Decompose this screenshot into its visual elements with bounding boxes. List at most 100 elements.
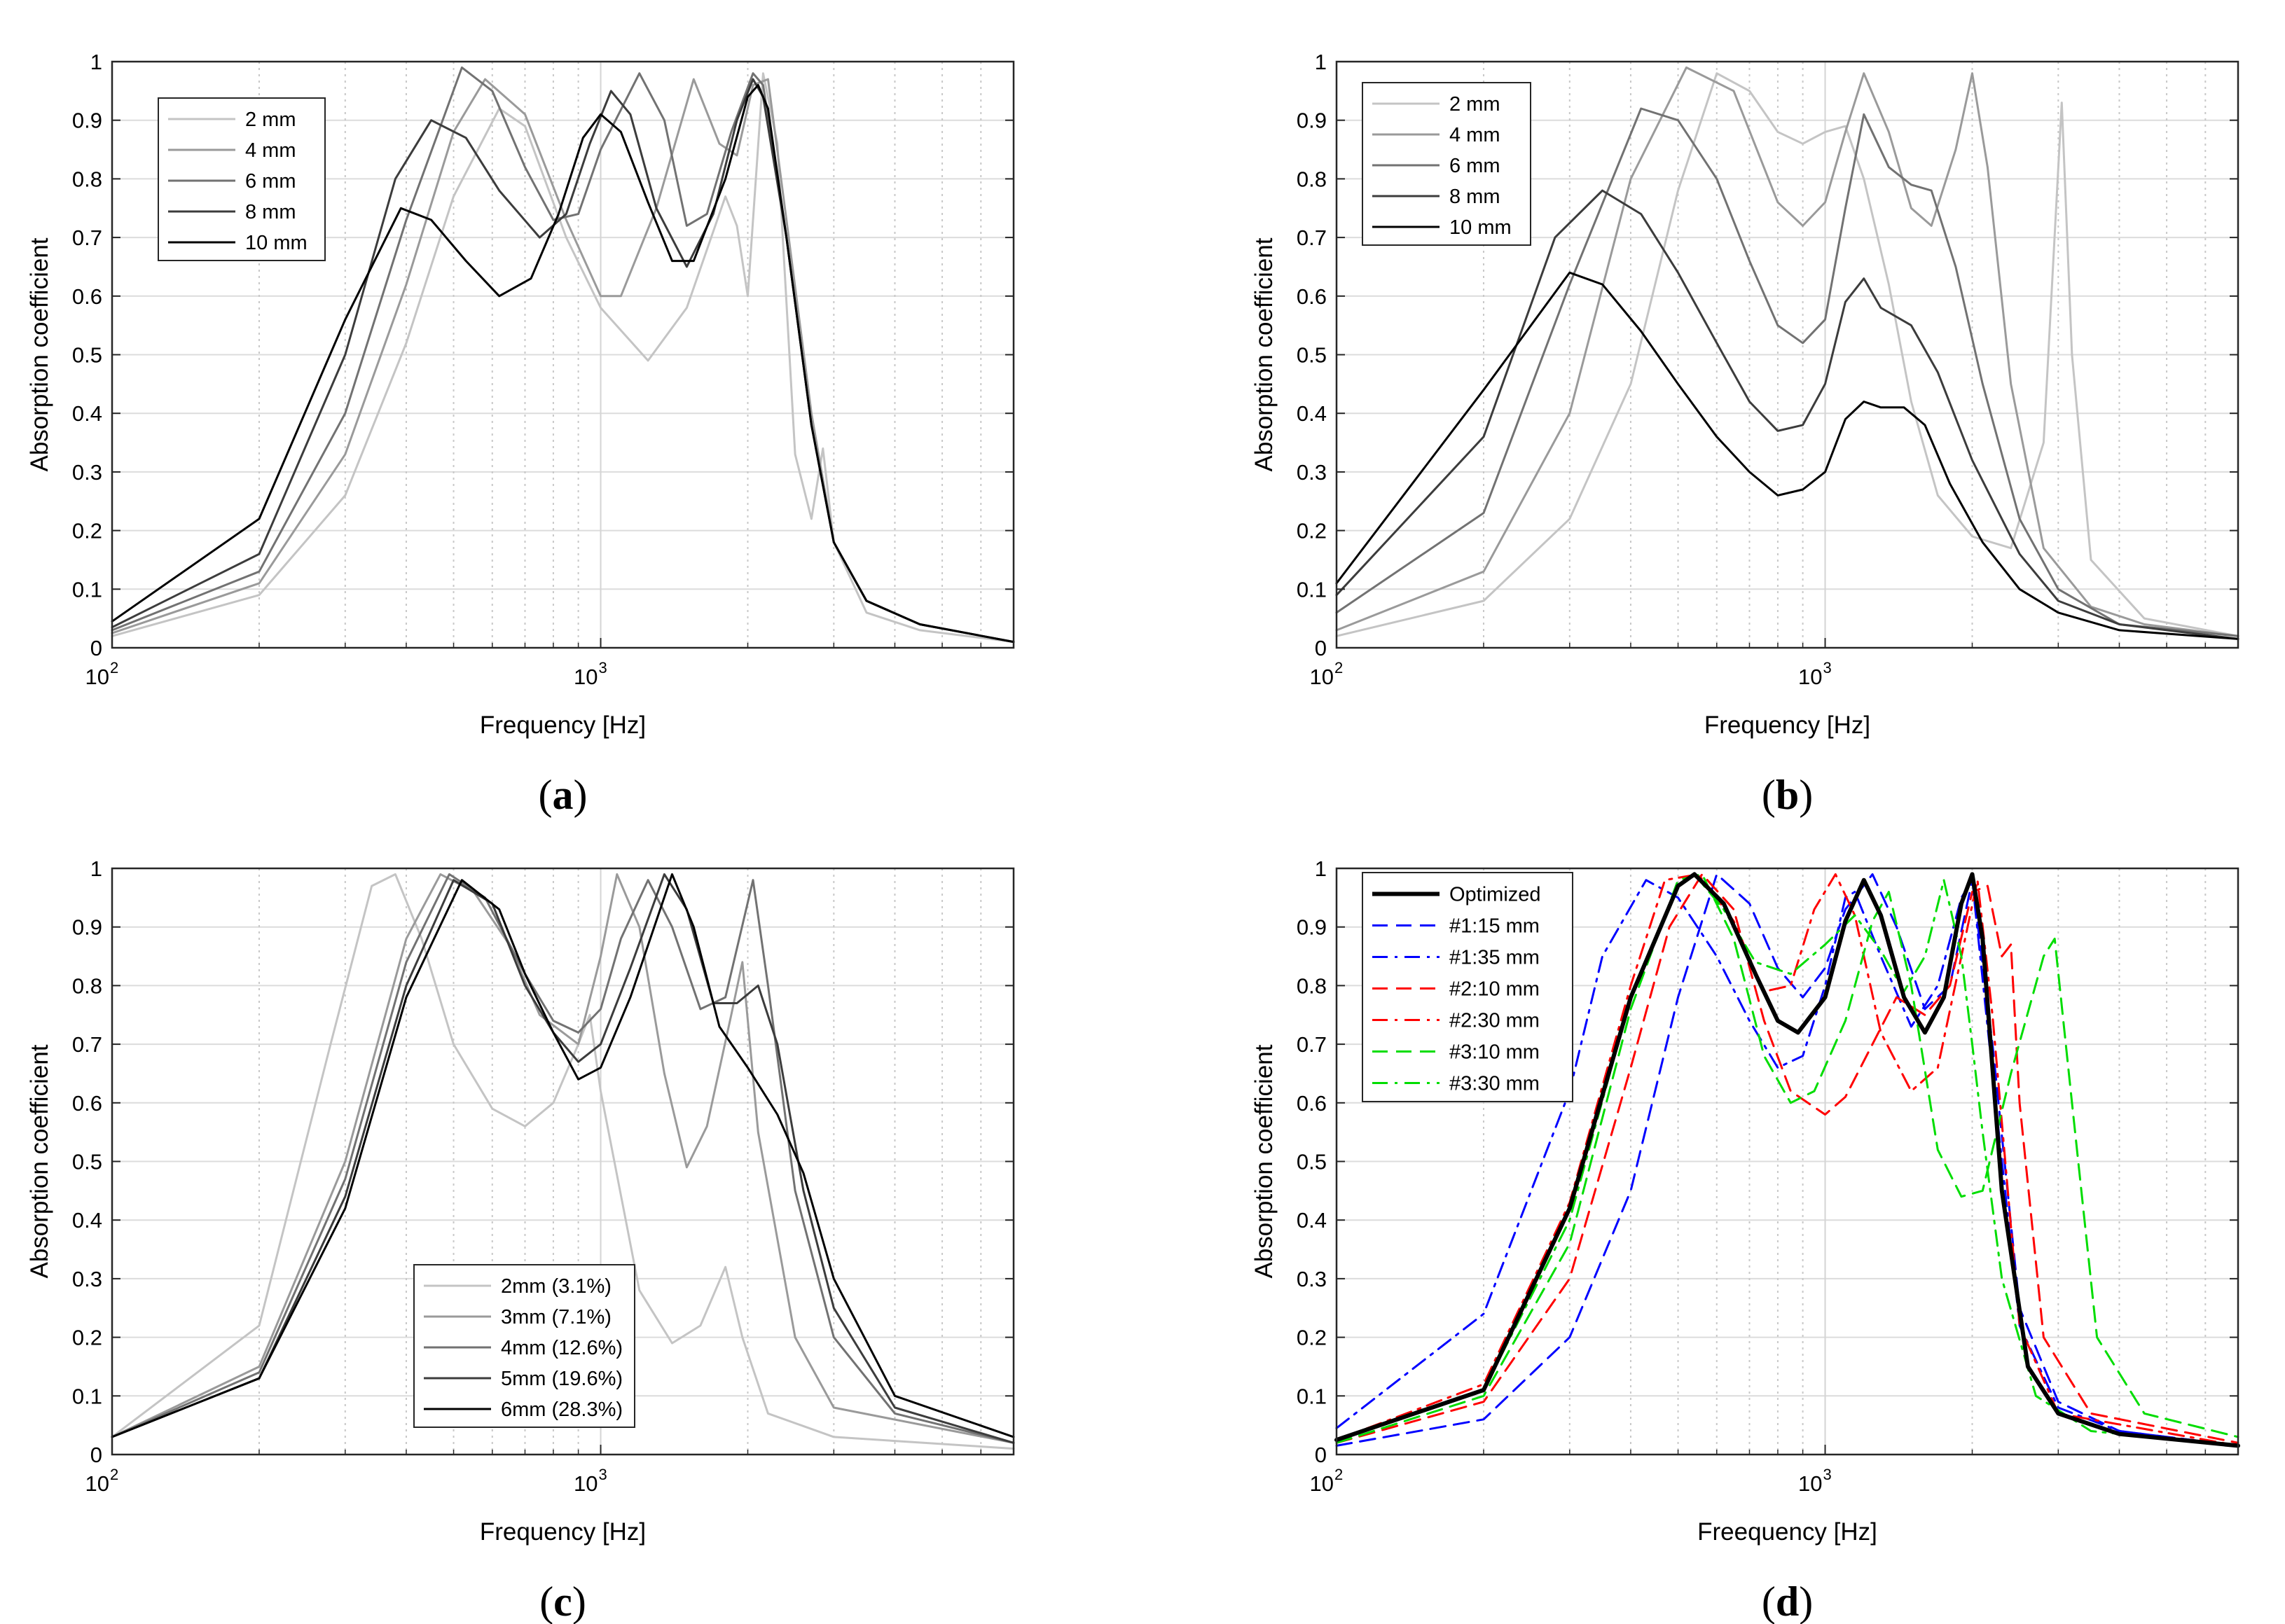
series-group bbox=[111, 873, 1015, 1450]
y-tick-label: 0.8 bbox=[72, 167, 102, 191]
x-tick-exponent: 2 bbox=[110, 1466, 118, 1483]
y-tick-label: 0.7 bbox=[1297, 1032, 1327, 1057]
legend-label: 5mm (19.6%) bbox=[501, 1368, 623, 1390]
legend-label: 10 mm bbox=[245, 232, 308, 254]
legend-label: 2mm (3.1%) bbox=[501, 1275, 612, 1298]
legend-label: 4mm (12.6%) bbox=[501, 1337, 623, 1359]
legend-label: 6 mm bbox=[245, 170, 296, 193]
y-tick-label: 0.5 bbox=[72, 343, 102, 368]
x-axis-label: Frequency [Hz] bbox=[480, 712, 646, 739]
x-axis-label: Frequency [Hz] bbox=[480, 1518, 646, 1546]
legend-label: #2:30 mm bbox=[1449, 1010, 1540, 1032]
x-tick-exponent: 2 bbox=[1334, 1466, 1343, 1483]
legend: 2 mm 4 mm 6 mm 8 mm 10 mm bbox=[158, 97, 326, 261]
x-tick-label: 10 bbox=[1310, 1471, 1334, 1496]
y-tick-label: 0.7 bbox=[72, 225, 102, 250]
legend-label: 2 mm bbox=[1449, 93, 1500, 116]
y-axis-label: Absorption coefficient bbox=[26, 237, 53, 471]
y-tick-label: 0.9 bbox=[1297, 915, 1327, 940]
legend-label: #3:30 mm bbox=[1449, 1073, 1540, 1095]
y-tick-label: 0.5 bbox=[72, 1150, 102, 1174]
legend-label: 6mm (28.3%) bbox=[501, 1399, 623, 1421]
x-tick-label: 10 bbox=[1798, 1471, 1822, 1496]
legend-label: 6 mm bbox=[1449, 155, 1500, 177]
series-group bbox=[111, 66, 1015, 644]
panel-caption: (c) bbox=[539, 1578, 586, 1624]
y-tick-label: 0.2 bbox=[1297, 1326, 1327, 1350]
y-tick-label: 0.8 bbox=[1297, 973, 1327, 998]
series-group bbox=[1335, 66, 2239, 640]
y-tick-label: 0.6 bbox=[72, 284, 102, 309]
y-tick-label: 0.3 bbox=[1297, 460, 1327, 485]
x-tick-exponent: 3 bbox=[1823, 1466, 1832, 1483]
series-line bbox=[1335, 873, 2239, 1447]
y-tick-label: 1 bbox=[90, 50, 102, 74]
series-line bbox=[1335, 873, 2239, 1444]
y-tick-label: 0.7 bbox=[1297, 225, 1327, 250]
y-tick-label: 0.4 bbox=[1297, 401, 1327, 426]
x-tick-label: 10 bbox=[1798, 665, 1822, 689]
x-axis-label: Frequency [Hz] bbox=[1704, 712, 1870, 739]
x-tick-exponent: 2 bbox=[1334, 659, 1343, 676]
y-tick-label: 0.6 bbox=[1297, 1091, 1327, 1116]
x-tick-exponent: 3 bbox=[599, 659, 607, 676]
y-tick-label: 1 bbox=[1315, 856, 1327, 881]
y-tick-label: 0.8 bbox=[72, 973, 102, 998]
y-tick-label: 0.4 bbox=[1297, 1208, 1327, 1233]
x-tick-label: 10 bbox=[574, 1471, 598, 1496]
series-line bbox=[111, 873, 1015, 1444]
series-line bbox=[111, 873, 1015, 1438]
y-tick-label: 0 bbox=[90, 636, 102, 660]
x-tick-label: 10 bbox=[85, 665, 109, 689]
y-tick-label: 1 bbox=[90, 856, 102, 881]
x-tick-exponent: 2 bbox=[110, 659, 118, 676]
x-tick-exponent: 3 bbox=[599, 1466, 607, 1483]
y-tick-label: 0 bbox=[90, 1443, 102, 1467]
x-tick-label: 10 bbox=[574, 665, 598, 689]
series-group bbox=[1334, 872, 2240, 1448]
y-tick-label: 0 bbox=[1315, 636, 1327, 660]
legend-label: 4 mm bbox=[1449, 124, 1500, 146]
y-tick-label: 0.3 bbox=[72, 1267, 102, 1291]
legend-label: #1:15 mm bbox=[1449, 915, 1540, 938]
series-line bbox=[1335, 271, 2239, 640]
y-tick-label: 0.7 bbox=[72, 1032, 102, 1057]
legend: Optimized #1:15 mm #1:35 mm #2:10 mm #2:30 m… bbox=[1362, 872, 1573, 1102]
legend-label: #3:10 mm bbox=[1449, 1041, 1540, 1064]
legend-box bbox=[158, 97, 326, 261]
y-tick-label: 0.1 bbox=[1297, 577, 1327, 602]
y-tick-label: 0 bbox=[1315, 1443, 1327, 1467]
legend-label: 4 mm bbox=[245, 139, 296, 162]
legend-label: 2 mm bbox=[245, 109, 296, 131]
legend-box bbox=[1362, 82, 1531, 246]
legend-label: 3mm (7.1%) bbox=[501, 1306, 612, 1328]
x-tick-exponent: 3 bbox=[1823, 659, 1832, 676]
y-tick-label: 0.2 bbox=[1297, 519, 1327, 543]
y-tick-label: 0.9 bbox=[72, 109, 102, 133]
legend-box bbox=[1362, 872, 1573, 1102]
y-tick-label: 0.6 bbox=[1297, 284, 1327, 309]
series-line bbox=[111, 78, 1015, 644]
y-tick-label: 0.2 bbox=[72, 519, 102, 543]
series-line bbox=[111, 72, 1015, 644]
y-tick-label: 0.1 bbox=[1297, 1384, 1327, 1408]
legend-label: #1:35 mm bbox=[1449, 947, 1540, 969]
y-tick-label: 0.3 bbox=[1297, 1267, 1327, 1291]
y-tick-label: 0.5 bbox=[1297, 343, 1327, 368]
y-tick-label: 0.6 bbox=[72, 1091, 102, 1116]
series-line bbox=[1335, 72, 2239, 637]
x-tick-label: 10 bbox=[1310, 665, 1334, 689]
y-axis-label: Absorption coefficient bbox=[1250, 1044, 1278, 1278]
y-axis-label: Absorption coefficient bbox=[1250, 237, 1278, 471]
y-tick-label: 0.3 bbox=[72, 460, 102, 485]
y-axis-label: Absorption coefficient bbox=[26, 1044, 53, 1278]
y-tick-label: 0.4 bbox=[72, 1208, 102, 1233]
legend-box bbox=[413, 1264, 635, 1428]
y-tick-label: 0.2 bbox=[72, 1326, 102, 1350]
y-tick-label: 0.9 bbox=[72, 915, 102, 940]
series-line bbox=[1335, 66, 2239, 637]
